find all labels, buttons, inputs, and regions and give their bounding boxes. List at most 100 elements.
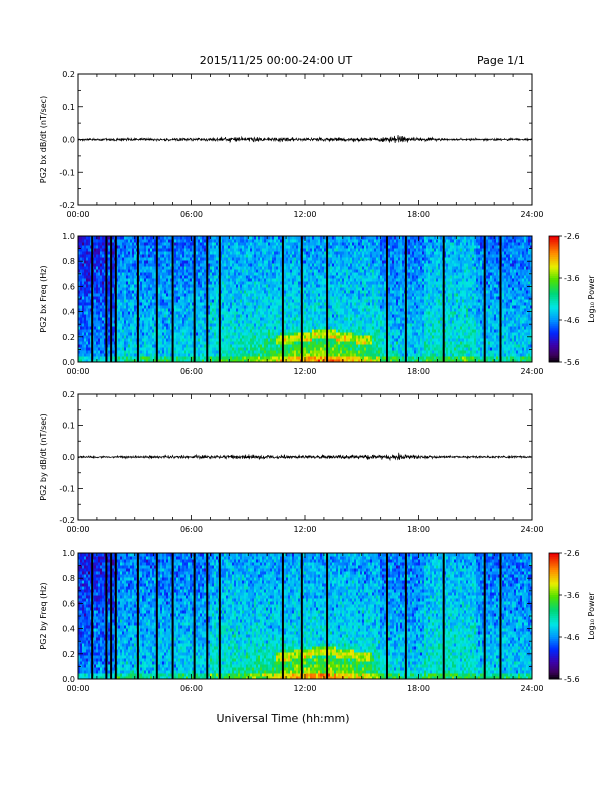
spectrogram-cell bbox=[84, 347, 87, 351]
spectrogram-cell bbox=[198, 335, 201, 339]
spectrogram-cell bbox=[204, 245, 207, 249]
spectrogram-cell bbox=[84, 245, 87, 249]
spectrogram-cell bbox=[272, 260, 275, 264]
spectrogram-cell bbox=[88, 329, 91, 333]
spectrogram-cell bbox=[200, 278, 203, 282]
spectrogram-cell bbox=[182, 296, 185, 300]
spectrogram-cell bbox=[100, 353, 103, 357]
spectrogram-cell bbox=[234, 254, 237, 258]
spectrogram-cell bbox=[112, 236, 115, 240]
spectrogram-cell bbox=[128, 248, 131, 252]
spectrogram-cell bbox=[264, 281, 267, 285]
spectrogram-cell bbox=[242, 323, 245, 327]
spectrogram-cell bbox=[178, 281, 181, 285]
spectrogram-cell bbox=[154, 269, 157, 273]
spectrogram-cell bbox=[236, 281, 239, 285]
spectrogram-cell bbox=[162, 323, 165, 327]
spectrogram-cell bbox=[176, 236, 179, 240]
spectrogram-cell bbox=[306, 248, 309, 252]
spectrogram-cell bbox=[168, 242, 171, 246]
spectrogram-cell bbox=[148, 284, 151, 288]
spectrogram-cell bbox=[260, 287, 263, 291]
spectrogram-cell bbox=[94, 332, 97, 336]
spectrogram-cell bbox=[192, 329, 195, 333]
spectrogram-cell bbox=[128, 320, 131, 324]
spectrogram-cell bbox=[298, 329, 301, 333]
spectrogram-cell bbox=[270, 317, 273, 321]
spectrogram-cell bbox=[152, 311, 155, 315]
spectrogram-cell bbox=[226, 314, 229, 318]
spectrogram-cell bbox=[224, 356, 227, 360]
spectrogram-cell bbox=[288, 299, 291, 303]
spectrogram-cell bbox=[226, 350, 229, 354]
spectrogram-cell bbox=[158, 314, 161, 318]
spectrogram-cell bbox=[132, 245, 135, 249]
spectrogram-cell bbox=[104, 338, 107, 342]
spectrogram-cell bbox=[208, 272, 211, 276]
spectrogram-cell bbox=[86, 272, 89, 276]
spectrogram-cell bbox=[202, 347, 205, 351]
spectrogram-cell bbox=[142, 248, 145, 252]
spectrogram-cell bbox=[146, 239, 149, 243]
spectrogram-cell bbox=[186, 338, 189, 342]
spectrogram-cell bbox=[104, 293, 107, 297]
spectrogram-cell bbox=[146, 242, 149, 246]
spectrogram-cell bbox=[168, 275, 171, 279]
spectrogram-cell bbox=[270, 341, 273, 345]
spectrogram-cell bbox=[202, 272, 205, 276]
spectrogram-cell bbox=[140, 281, 143, 285]
spectrogram-cell bbox=[82, 251, 85, 255]
spectrogram-cell bbox=[230, 272, 233, 276]
spectrogram-cell bbox=[158, 281, 161, 285]
spectrogram-cell bbox=[130, 341, 133, 345]
spectrogram-cell bbox=[108, 326, 111, 330]
spectrogram-cell bbox=[298, 344, 301, 348]
spectrogram-cell bbox=[246, 356, 249, 360]
spectrogram-cell bbox=[290, 284, 293, 288]
spectrogram-cell bbox=[304, 335, 307, 339]
spectrogram-cell bbox=[292, 269, 295, 273]
spectrogram-cell bbox=[86, 341, 89, 345]
spectrogram-cell bbox=[292, 311, 295, 315]
spectrogram-cell bbox=[272, 335, 275, 339]
spectrogram-cell bbox=[198, 317, 201, 321]
spectrogram-cell bbox=[278, 254, 281, 258]
spectrogram-cell bbox=[276, 266, 279, 270]
spectrogram-cell bbox=[132, 356, 135, 360]
spectrogram-cell bbox=[166, 278, 169, 282]
spectrogram-cell bbox=[186, 326, 189, 330]
spectrogram-cell bbox=[126, 254, 129, 258]
spectrogram-cell bbox=[166, 353, 169, 357]
spectrogram-cell bbox=[226, 245, 229, 249]
spectrogram-cell bbox=[250, 335, 253, 339]
spectrogram-cell bbox=[246, 350, 249, 354]
spectrogram-cell bbox=[222, 347, 225, 351]
spectrogram-cell bbox=[228, 320, 231, 324]
spectrogram-cell bbox=[270, 254, 273, 258]
spectrogram-cell bbox=[146, 278, 149, 282]
spectrogram-cell bbox=[124, 236, 127, 240]
spectrogram-cell bbox=[228, 284, 231, 288]
spectrogram-cell bbox=[296, 254, 299, 258]
spectrogram-cell bbox=[204, 323, 207, 327]
spectrogram-cell bbox=[226, 311, 229, 315]
spectrogram-cell bbox=[222, 278, 225, 282]
spectrogram-cell bbox=[86, 323, 89, 327]
spectrogram-cell bbox=[188, 266, 191, 270]
spectrogram-cell bbox=[98, 290, 101, 294]
spectrogram-cell bbox=[90, 296, 93, 300]
spectrogram-cell bbox=[268, 350, 271, 354]
spectrogram-cell bbox=[284, 290, 287, 294]
spectrogram-cell bbox=[88, 335, 91, 339]
spectrogram-cell bbox=[268, 326, 271, 330]
spectrogram-cell bbox=[152, 347, 155, 351]
spectrogram-cell bbox=[124, 263, 127, 267]
spectrogram-cell bbox=[86, 275, 89, 279]
spectrogram-cell bbox=[308, 317, 311, 321]
spectrogram-cell bbox=[160, 287, 163, 291]
spectrogram-cell bbox=[208, 293, 211, 297]
spectrogram-cell bbox=[254, 245, 257, 249]
spectrogram-cell bbox=[120, 347, 123, 351]
spectrogram-cell bbox=[188, 251, 191, 255]
spectrogram-cell bbox=[104, 239, 107, 243]
